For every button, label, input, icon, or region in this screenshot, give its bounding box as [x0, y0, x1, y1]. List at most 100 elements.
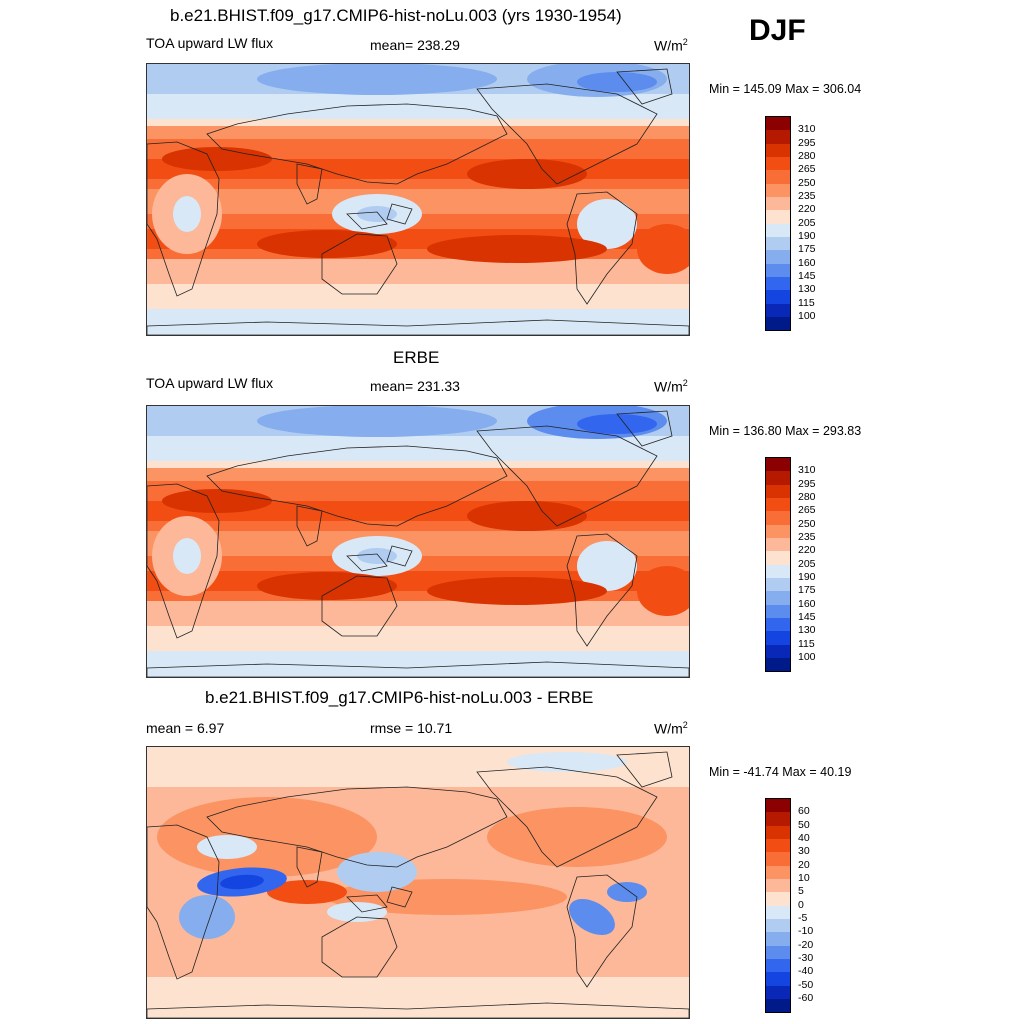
- colorbar-swatch: [766, 170, 790, 184]
- colorbar-swatch: [766, 972, 790, 986]
- colorbar-swatch: [766, 223, 790, 237]
- colorbar-tick-label: 250: [798, 517, 816, 530]
- colorbar-tick-label: 100: [798, 650, 816, 663]
- colorbar-tick-label: 40: [798, 831, 810, 844]
- colorbar-tick-label: 205: [798, 557, 816, 570]
- panel-title-model: b.e21.BHIST.f09_g17.CMIP6-hist-noLu.003 …: [170, 6, 622, 25]
- colorbar-tick-label: 220: [798, 544, 816, 557]
- colorbar-model: [765, 116, 791, 332]
- colorbar-tick-label: 190: [798, 570, 816, 583]
- colorbar-tick-label: 115: [798, 296, 815, 309]
- colorbar-tick-label: -40: [798, 965, 814, 978]
- colorbar-swatch: [766, 865, 790, 879]
- colorbar-tick-label: -10: [798, 925, 814, 938]
- colorbar-swatch: [766, 905, 790, 919]
- colorbar-swatch: [766, 250, 790, 264]
- map-diff: [146, 746, 690, 1019]
- colorbar-obs: [765, 457, 791, 673]
- colorbar-swatch: [766, 932, 790, 946]
- colorbar-swatch: [766, 551, 790, 565]
- colorbar-swatch: [766, 799, 790, 813]
- colorbar-swatch: [766, 631, 790, 645]
- colorbar-tick-label: 10: [798, 871, 810, 884]
- variable-label-obs: TOA upward LW flux: [146, 375, 274, 391]
- colorbar-tick-label: 100: [798, 309, 816, 322]
- colorbar-swatch: [766, 290, 790, 304]
- colorbar-swatch: [766, 591, 790, 605]
- mean-label-obs: mean= 231.33: [370, 378, 460, 394]
- map-obs: [146, 405, 690, 678]
- unit-label-model: W/m2: [654, 37, 688, 54]
- colorbar-swatch: [766, 196, 790, 211]
- colorbar-tick-label: 265: [798, 163, 816, 176]
- colorbar-tick-label: 235: [798, 530, 816, 543]
- rmse-label-diff: rmse = 10.71: [370, 720, 453, 736]
- unit-label-diff: W/m2: [654, 720, 688, 737]
- colorbar-tick-label: 295: [798, 136, 816, 149]
- panel-title-diff: b.e21.BHIST.f09_g17.CMIP6-hist-noLu.003 …: [205, 688, 594, 707]
- colorbar-swatch: [766, 537, 790, 552]
- colorbar-tick-label: 175: [798, 584, 816, 597]
- colorbar-tick-label: 30: [798, 845, 810, 858]
- colorbar-swatch: [766, 130, 790, 144]
- colorbar-tick-label: 310: [798, 464, 816, 477]
- colorbar-tick-label: 205: [798, 216, 816, 229]
- colorbar-swatch: [766, 878, 790, 893]
- minmax-label-model: Min = 145.09 Max = 306.04: [709, 82, 862, 96]
- colorbar-tick-label: 190: [798, 229, 816, 242]
- colorbar-swatch: [766, 156, 790, 171]
- colorbar-tick-label: -60: [798, 991, 814, 1004]
- colorbar-swatch: [766, 985, 790, 999]
- colorbar-swatch: [766, 812, 790, 826]
- colorbar-tick-label: 0: [798, 898, 804, 911]
- colorbar-swatch: [766, 316, 790, 331]
- colorbar-tick-label: 50: [798, 818, 810, 831]
- colorbar-swatch: [766, 852, 790, 866]
- colorbar-swatch: [766, 617, 790, 632]
- colorbar-swatch: [766, 577, 790, 592]
- mean-label-model: mean= 238.29: [370, 37, 460, 53]
- colorbar-tick-label: 160: [798, 256, 816, 269]
- colorbar-swatch: [766, 825, 790, 839]
- colorbar-tick-label: 280: [798, 490, 816, 503]
- colorbar-swatch: [766, 958, 790, 973]
- colorbar-tick-label: 20: [798, 858, 810, 871]
- colorbar-tick-label: 130: [798, 624, 816, 637]
- colorbar-swatch: [766, 210, 790, 224]
- colorbar-swatch: [766, 657, 790, 672]
- colorbar-diff: [765, 798, 791, 1014]
- colorbar-swatch: [766, 564, 790, 578]
- colorbar-tick-label: 60: [798, 805, 810, 818]
- colorbar-swatch: [766, 263, 790, 277]
- colorbar-swatch: [766, 117, 790, 131]
- colorbar-tick-label: 220: [798, 203, 816, 216]
- colorbar-tick-label: 160: [798, 597, 816, 610]
- colorbar-swatch: [766, 471, 790, 485]
- colorbar-tick-label: 145: [798, 269, 816, 282]
- colorbar-tick-label: -30: [798, 951, 814, 964]
- colorbar-tick-label: 265: [798, 504, 816, 517]
- colorbar-tick-label: 175: [798, 243, 816, 256]
- colorbar-tick-label: 295: [798, 477, 816, 490]
- colorbar-tick-label: 5: [798, 885, 804, 898]
- colorbar-swatch: [766, 838, 790, 853]
- colorbar-swatch: [766, 303, 790, 317]
- colorbar-tick-label: 130: [798, 283, 816, 296]
- colorbar-swatch: [766, 276, 790, 291]
- colorbar-tick-label: -20: [798, 938, 814, 951]
- colorbar-swatch: [766, 892, 790, 906]
- minmax-label-diff: Min = -41.74 Max = 40.19: [709, 765, 852, 779]
- mean-label-diff: mean = 6.97: [146, 720, 225, 736]
- colorbar-swatch: [766, 918, 790, 933]
- colorbar-swatch: [766, 236, 790, 251]
- colorbar-swatch: [766, 524, 790, 538]
- colorbar-tick-label: -5: [798, 911, 808, 924]
- colorbar-swatch: [766, 484, 790, 498]
- colorbar-swatch: [766, 143, 790, 157]
- colorbar-swatch: [766, 945, 790, 959]
- colorbar-tick-label: 310: [798, 123, 816, 136]
- colorbar-tick-label: 145: [798, 610, 816, 623]
- colorbar-swatch: [766, 183, 790, 197]
- season-label: DJF: [749, 14, 806, 47]
- colorbar-swatch: [766, 511, 790, 525]
